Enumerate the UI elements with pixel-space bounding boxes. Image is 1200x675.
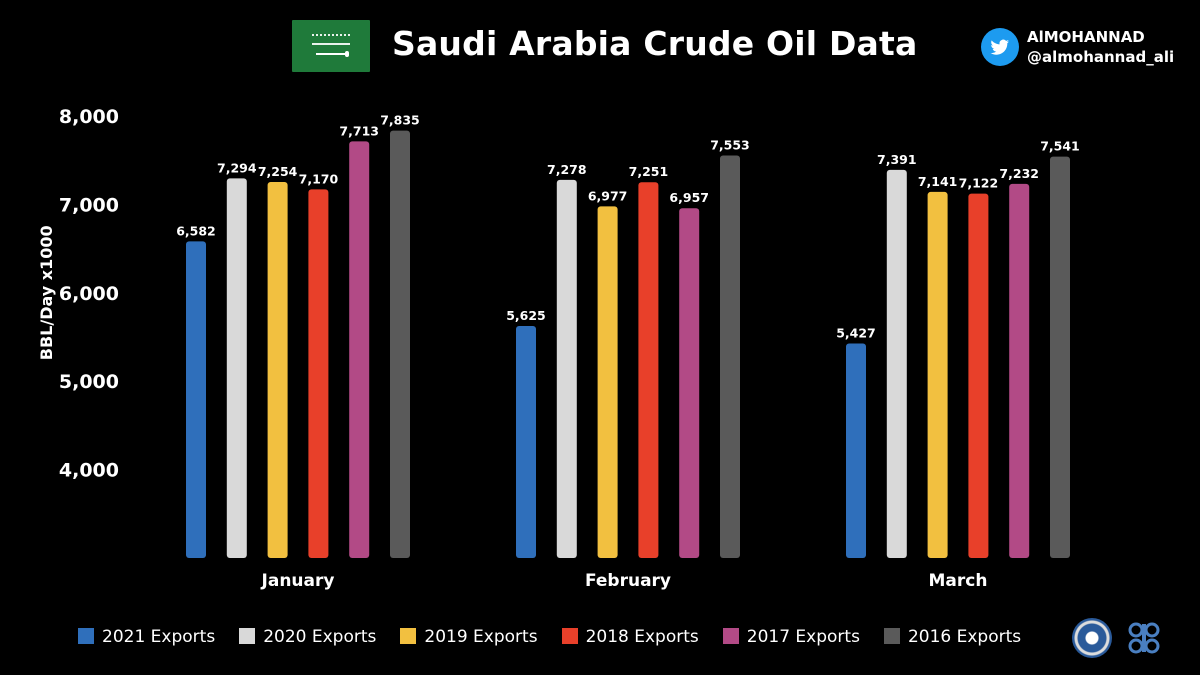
legend-item: 2021 Exports [78,627,215,647]
bar [1009,183,1030,558]
data-label: 5,427 [836,325,876,340]
bar [638,182,659,558]
bar [186,241,206,558]
legend-item: 2016 Exports [883,627,1022,647]
ministry-seal-icon [1072,618,1112,658]
header: Saudi Arabia Crude Oil Data AlMOHANNAD @… [0,0,1200,100]
data-label: 7,254 [258,164,298,179]
bar [679,208,700,558]
data-label: 7,713 [339,123,379,138]
chart-legend: 2021 Exports 2020 Exports 2019 Exports 2018… [78,627,1045,649]
bar [886,169,907,558]
legend-swatch [239,628,256,644]
data-label: 7,232 [999,166,1039,181]
x-tick-label: January [261,571,335,591]
bar [968,193,989,558]
data-label: 7,278 [547,162,587,177]
data-label: 6,957 [669,190,709,205]
legend-item: 2017 Exports [722,627,860,647]
legend-label: 2019 Exports [424,627,538,647]
legend-swatch [883,628,900,644]
data-label: 7,553 [710,138,750,153]
opec-logo-icon [1128,622,1160,654]
y-tick-label: 7,000 [59,194,119,216]
author-name: AlMOHANNAD [1027,28,1145,46]
legend-swatch [722,628,739,644]
data-label: 7,294 [217,160,257,175]
legend-swatch [561,628,578,644]
bar-chart: BBL/Day x1000 4,000 5,000 6,000 7,000 8,000 6,… [37,106,1080,591]
data-label: 7,541 [1040,139,1080,154]
bar [516,325,536,558]
legend-label: 2018 Exports [585,627,699,647]
y-tick-label: 8,000 [59,106,119,128]
y-tick-label: 4,000 [59,460,119,482]
data-label: 7,141 [918,174,958,189]
bar [927,191,948,558]
x-tick-label: February [585,571,671,591]
legend-swatch [78,628,94,644]
legend-label: 2017 Exports [746,627,860,647]
x-tick-label: March [929,571,988,591]
bar [390,130,410,558]
bar [720,155,740,558]
data-label: 7,122 [959,176,999,191]
page-title: Saudi Arabia Crude Oil Data [392,24,918,63]
bar [556,179,577,558]
legend-item: 2020 Exports [239,627,376,647]
saudi-flag-icon [292,20,370,72]
bar [267,181,288,558]
legend-item: 2019 Exports [400,627,538,647]
legend-label: 2016 Exports [907,627,1022,647]
bar [226,178,247,558]
author-handle[interactable]: @almohannad_ali [1027,48,1175,66]
data-label: 5,625 [506,308,546,323]
legend-label: 2020 Exports [263,627,377,647]
data-label: 7,251 [629,164,669,179]
y-tick-label: 5,000 [59,371,119,393]
legend-swatch [400,628,417,644]
twitter-icon [981,28,1019,66]
legend-item: 2018 Exports [561,627,699,647]
data-label: 7,835 [380,113,420,128]
data-label: 7,170 [299,171,339,186]
y-tick-label: 6,000 [59,283,119,305]
data-label: 7,391 [877,152,917,167]
data-label: 6,582 [176,223,216,238]
data-label: 6,977 [588,188,628,203]
bar [349,141,370,559]
bar [308,189,329,558]
bar [846,343,866,558]
y-axis-title: BBL/Day x1000 [37,225,56,360]
legend-label: 2021 Exports [102,627,216,647]
bar [597,206,618,558]
bar [1050,156,1070,558]
